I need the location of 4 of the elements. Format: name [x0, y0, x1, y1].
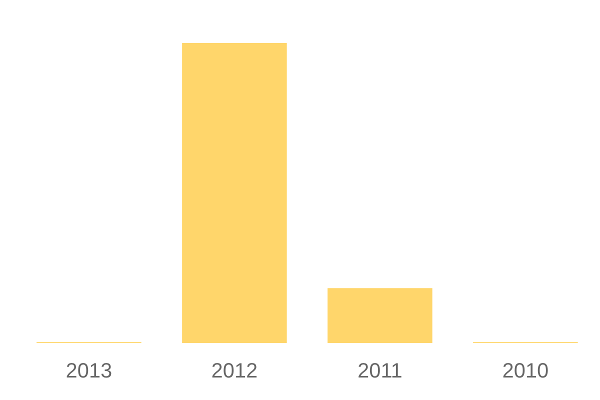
x-tick-label: 2010 [503, 362, 548, 378]
x-tick-label: 2013 [66, 362, 112, 378]
x-tick-label: 2011 [358, 362, 402, 378]
x-tick-label: 2012 [212, 362, 257, 378]
